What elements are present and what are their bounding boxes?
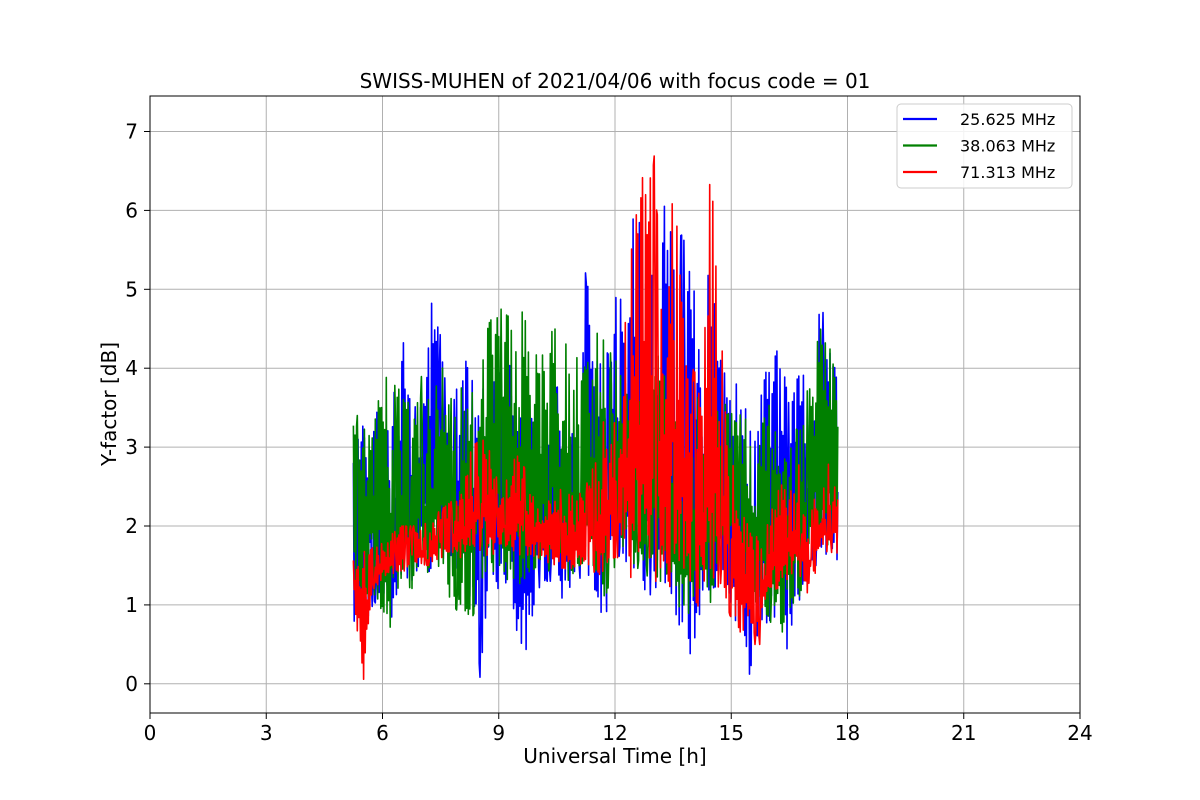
x-tick-label: 0 (144, 721, 157, 745)
y-axis: 0 1 2 3 4 5 6 7 (125, 120, 150, 696)
x-tick-label: 21 (951, 721, 976, 745)
x-tick-label: 12 (602, 721, 627, 745)
x-tick-label: 6 (376, 721, 389, 745)
series-line-3 (352, 155, 839, 680)
y-tick-label: 1 (125, 593, 138, 617)
y-axis-label: Y-factor [dB] (97, 342, 121, 467)
series-layer (352, 155, 839, 680)
y-tick-label: 7 (125, 120, 138, 144)
y-tick-label: 4 (125, 356, 138, 380)
y-tick-label: 5 (125, 277, 138, 301)
legend: 25.625 MHz 38.063 MHz 71.313 MHz (896, 103, 1073, 189)
legend-label: 38.063 MHz (960, 137, 1055, 156)
x-axis-label: Universal Time [h] (523, 744, 706, 768)
legend-label: 25.625 MHz (960, 110, 1055, 129)
legend-label: 71.313 MHz (960, 163, 1055, 182)
x-tick-label: 9 (492, 721, 505, 745)
y-tick-label: 0 (125, 672, 138, 696)
x-tick-label: 24 (1067, 721, 1092, 745)
x-tick-label: 18 (835, 721, 860, 745)
x-tick-label: 3 (260, 721, 273, 745)
legend-box (896, 103, 1073, 189)
x-axis: 0 3 6 9 12 15 18 21 24 (144, 713, 1093, 745)
y-tick-label: 6 (125, 198, 138, 222)
chart-title: SWISS-MUHEN of 2021/04/06 with focus cod… (360, 69, 871, 93)
y-tick-label: 3 (125, 435, 138, 459)
y-tick-label: 2 (125, 514, 138, 538)
x-tick-label: 15 (719, 721, 744, 745)
